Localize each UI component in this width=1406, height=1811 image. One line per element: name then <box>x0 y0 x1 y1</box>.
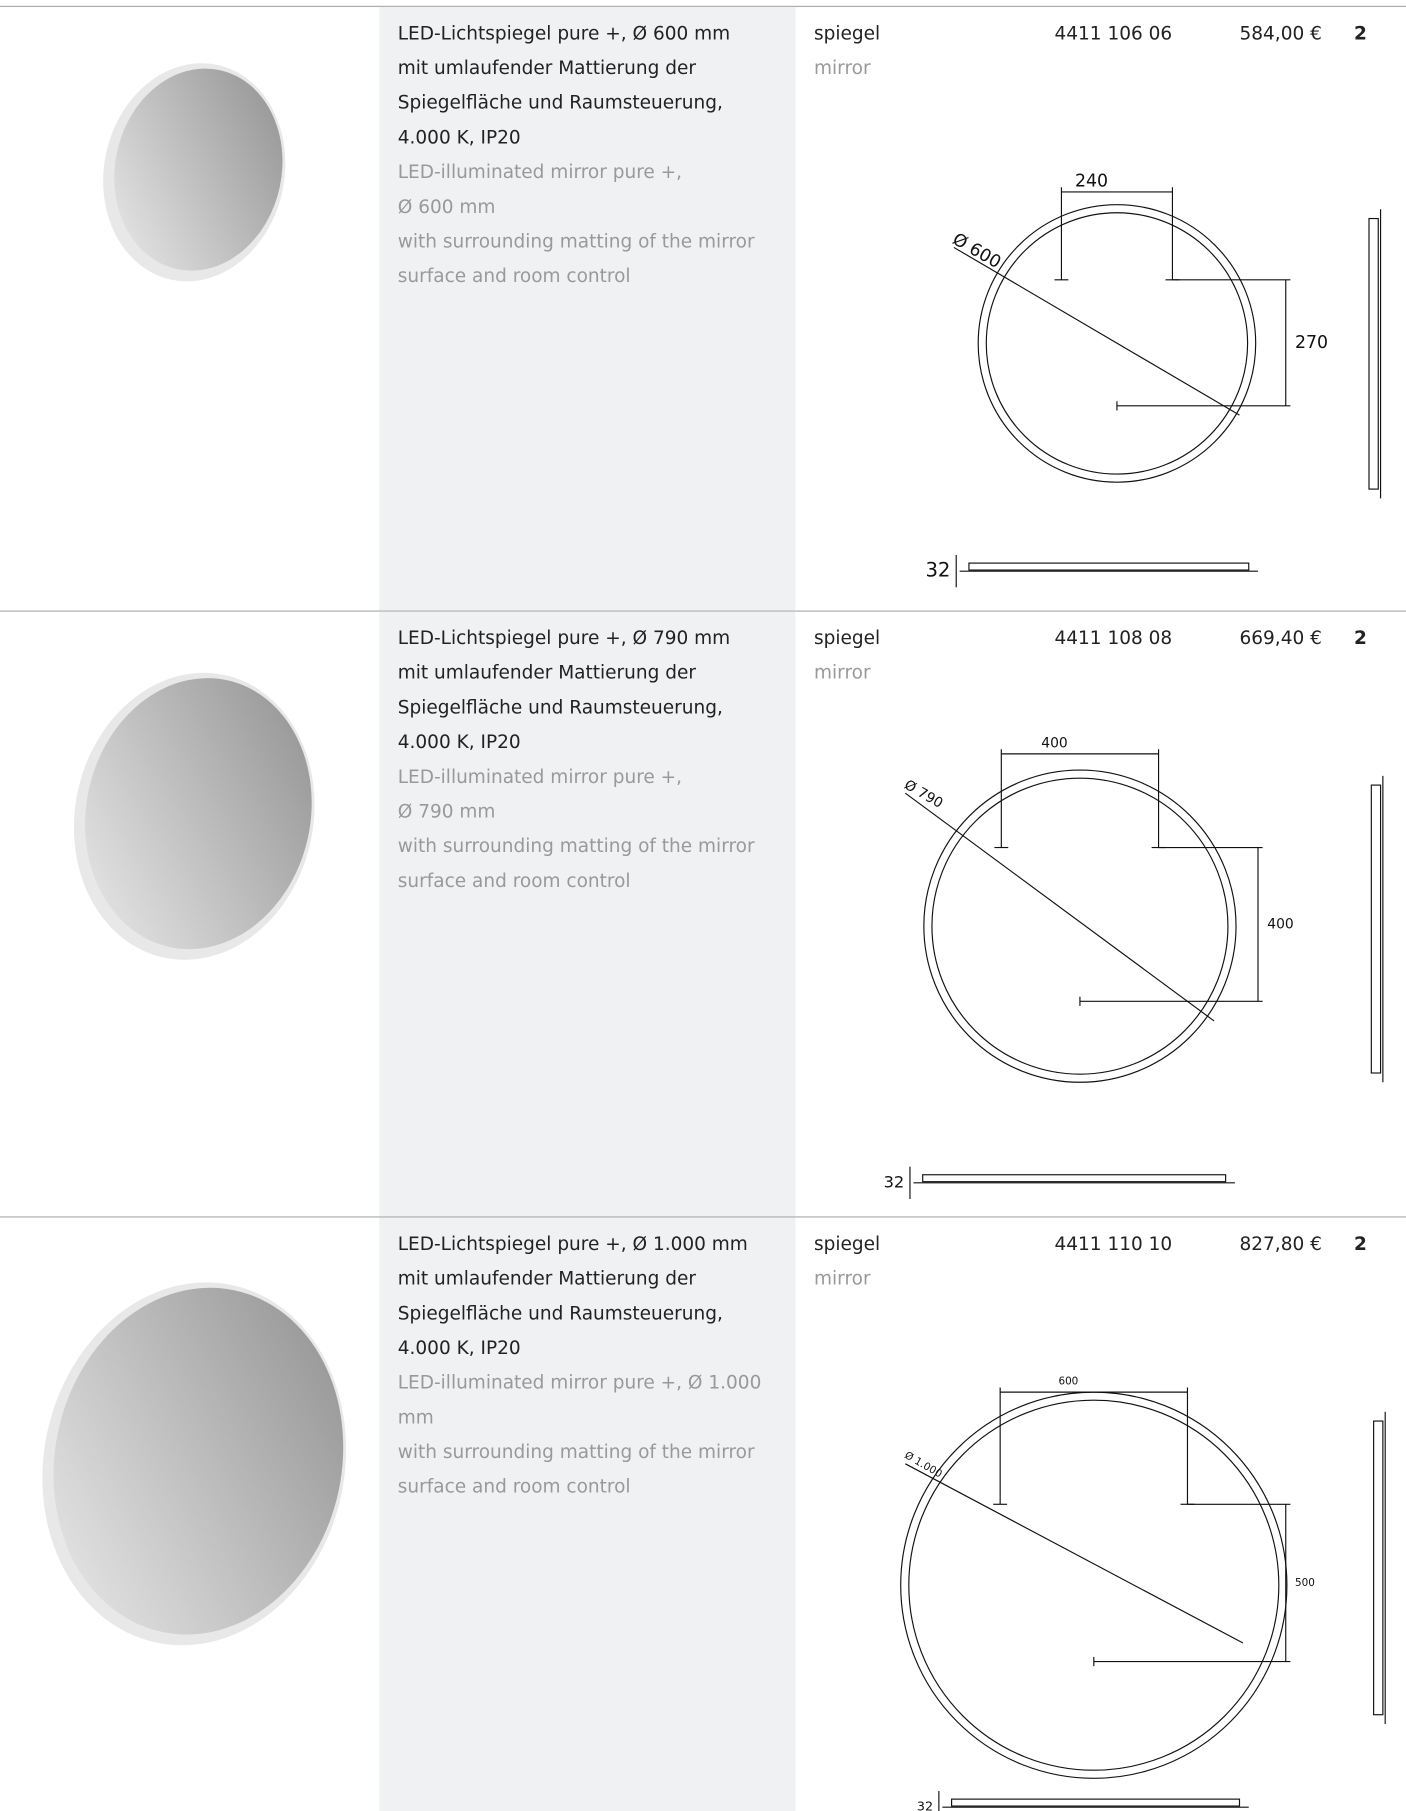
price: 827,80 € <box>1239 1232 1322 1255</box>
diameter-line <box>905 792 1215 1022</box>
profile-view <box>922 1174 1227 1183</box>
description-background <box>379 1217 796 1811</box>
description-en: LED-illuminated mirror pure +, <box>397 765 683 788</box>
description-de: Spiegelfläche und Raumsteuerung, <box>397 91 723 114</box>
quantity: 2 <box>1353 1232 1367 1255</box>
product-graphics: 240 270 Ø 600 32 <box>103 63 1382 588</box>
type-de: spiegel <box>814 21 881 44</box>
height-label: 270 <box>1295 333 1328 353</box>
description-de: LED-Lichtspiegel pure +, Ø 600 mm <box>397 21 731 44</box>
price: 584,00 € <box>1239 21 1322 44</box>
product-row: 400 400 Ø 790 32 LED-Lichtspiegel pure +, Ø … <box>0 610 1406 1217</box>
quantity: 2 <box>1353 626 1367 649</box>
article-number: 4411 106 06 <box>1054 21 1173 44</box>
mirror-glass <box>53 1287 344 1635</box>
inner-circle <box>985 212 1249 475</box>
description-de: mit umlaufender Mattierung der <box>397 661 696 684</box>
height-label: 500 <box>1295 1577 1315 1589</box>
width-label: 240 <box>1075 172 1108 192</box>
article-number: 4411 110 10 <box>1054 1232 1173 1255</box>
inner-circle <box>931 777 1229 1075</box>
outer-circle <box>900 1391 1288 1779</box>
description-de: 4.000 K, IP20 <box>397 1336 521 1359</box>
description-de: LED-Lichtspiegel pure +, Ø 790 mm <box>397 626 731 649</box>
outer-circle <box>923 769 1237 1083</box>
type-en: mirror <box>814 661 871 684</box>
side-view <box>1370 784 1382 1074</box>
profile-view <box>951 1798 1241 1807</box>
mirror-photo <box>73 672 315 960</box>
description-en: surface and room control <box>397 869 631 892</box>
article-number: 4411 108 08 <box>1054 626 1173 649</box>
type-de: spiegel <box>814 626 881 649</box>
description-de: mit umlaufender Mattierung der <box>397 1267 696 1290</box>
description-de: Spiegelfläche und Raumsteuerung, <box>397 1301 723 1324</box>
diameter-label: Ø 1.000 <box>902 1449 944 1480</box>
description-en: LED-illuminated mirror pure +, Ø 1.000 <box>397 1371 762 1394</box>
description-de: 4.000 K, IP20 <box>397 126 521 148</box>
description-en: Ø 600 mm <box>397 195 496 218</box>
profile-view <box>968 562 1250 571</box>
side-view <box>1373 1420 1384 1716</box>
product-row: 240 270 Ø 600 32 LED-Lichtspiegel pure +, Ø … <box>0 5 1406 612</box>
description-en: with surrounding matting of the mirror <box>397 230 755 253</box>
price: 669,40 € <box>1239 626 1322 649</box>
description-de: Spiegelfläche und Raumsteuerung, <box>397 696 723 719</box>
description-en: with surrounding matting of the mirror <box>397 834 755 857</box>
type-de: spiegel <box>814 1232 881 1255</box>
diameter-line <box>905 1463 1244 1644</box>
width-label: 400 <box>1041 735 1067 751</box>
description-en: surface and room control <box>397 1475 631 1498</box>
depth-label: 32 <box>925 559 950 582</box>
description-en: mm <box>397 1406 434 1428</box>
width-label: 600 <box>1058 1376 1078 1388</box>
diameter-line <box>953 246 1240 416</box>
type-en: mirror <box>814 56 871 79</box>
mirror-glass <box>85 678 312 950</box>
mirror-photo <box>103 63 286 282</box>
description-en: LED-illuminated mirror pure +, <box>397 160 683 183</box>
type-en: mirror <box>814 1267 871 1290</box>
description-background <box>379 611 796 1217</box>
depth-label: 32 <box>884 1172 905 1191</box>
description-en: with surrounding matting of the mirror <box>397 1440 755 1463</box>
outer-circle <box>977 204 1257 483</box>
mirror-photo <box>42 1282 347 1646</box>
description-de: 4.000 K, IP20 <box>397 730 521 753</box>
inner-circle <box>908 1399 1280 1771</box>
product-row: 600 500 Ø 1.000 32 LED-Lichtspiegel pure +, … <box>0 1216 1406 1811</box>
depth-label: 32 <box>917 1799 933 1811</box>
height-label: 400 <box>1267 916 1293 932</box>
description-en: Ø 790 mm <box>397 800 496 823</box>
description-background <box>379 6 796 612</box>
quantity: 2 <box>1353 21 1367 44</box>
product-graphics: 600 500 Ø 1.000 32 <box>42 1282 1386 1811</box>
side-view <box>1368 217 1379 490</box>
description-de: LED-Lichtspiegel pure +, Ø 1.000 mm <box>397 1232 748 1255</box>
description-en: surface and room control <box>397 264 631 287</box>
mirror-glass <box>114 68 283 271</box>
diameter-label: Ø 600 <box>949 230 1004 273</box>
description-de: mit umlaufender Mattierung der <box>397 56 696 79</box>
